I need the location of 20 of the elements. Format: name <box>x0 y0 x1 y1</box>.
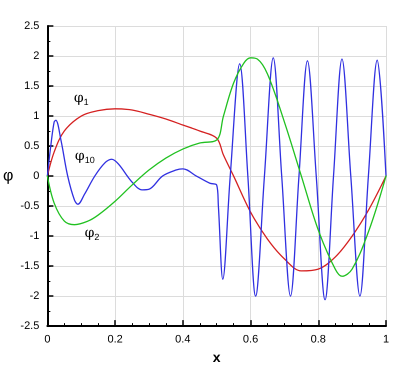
x-tick-label: 0.4 <box>175 334 190 346</box>
y-tick-label: 0.5 <box>24 140 40 152</box>
y-tick-label: -2 <box>30 290 40 302</box>
y-tick-label: -1.5 <box>20 260 40 272</box>
y-tick-label: 2 <box>33 50 40 62</box>
x-tick-label: 0.6 <box>242 334 258 346</box>
y-tick-label: 1.5 <box>24 80 40 92</box>
y-tick-label: -2.5 <box>20 320 40 332</box>
y-tick-label: 1 <box>33 110 40 122</box>
y-axis-title: φ <box>3 168 14 185</box>
x-tick-label: 0.8 <box>310 334 326 346</box>
x-tick-label: 1 <box>382 334 390 346</box>
x-axis-title: x <box>212 349 221 365</box>
x-tick-label: 0 <box>44 334 50 346</box>
y-tick-label: 0 <box>33 170 40 182</box>
y-tick-label: -1 <box>30 230 40 242</box>
x-tick-label: 0.2 <box>107 334 123 346</box>
y-tick-label: 2.5 <box>24 20 40 32</box>
y-tick-label: -0.5 <box>20 200 40 212</box>
line-series <box>46 108 387 272</box>
